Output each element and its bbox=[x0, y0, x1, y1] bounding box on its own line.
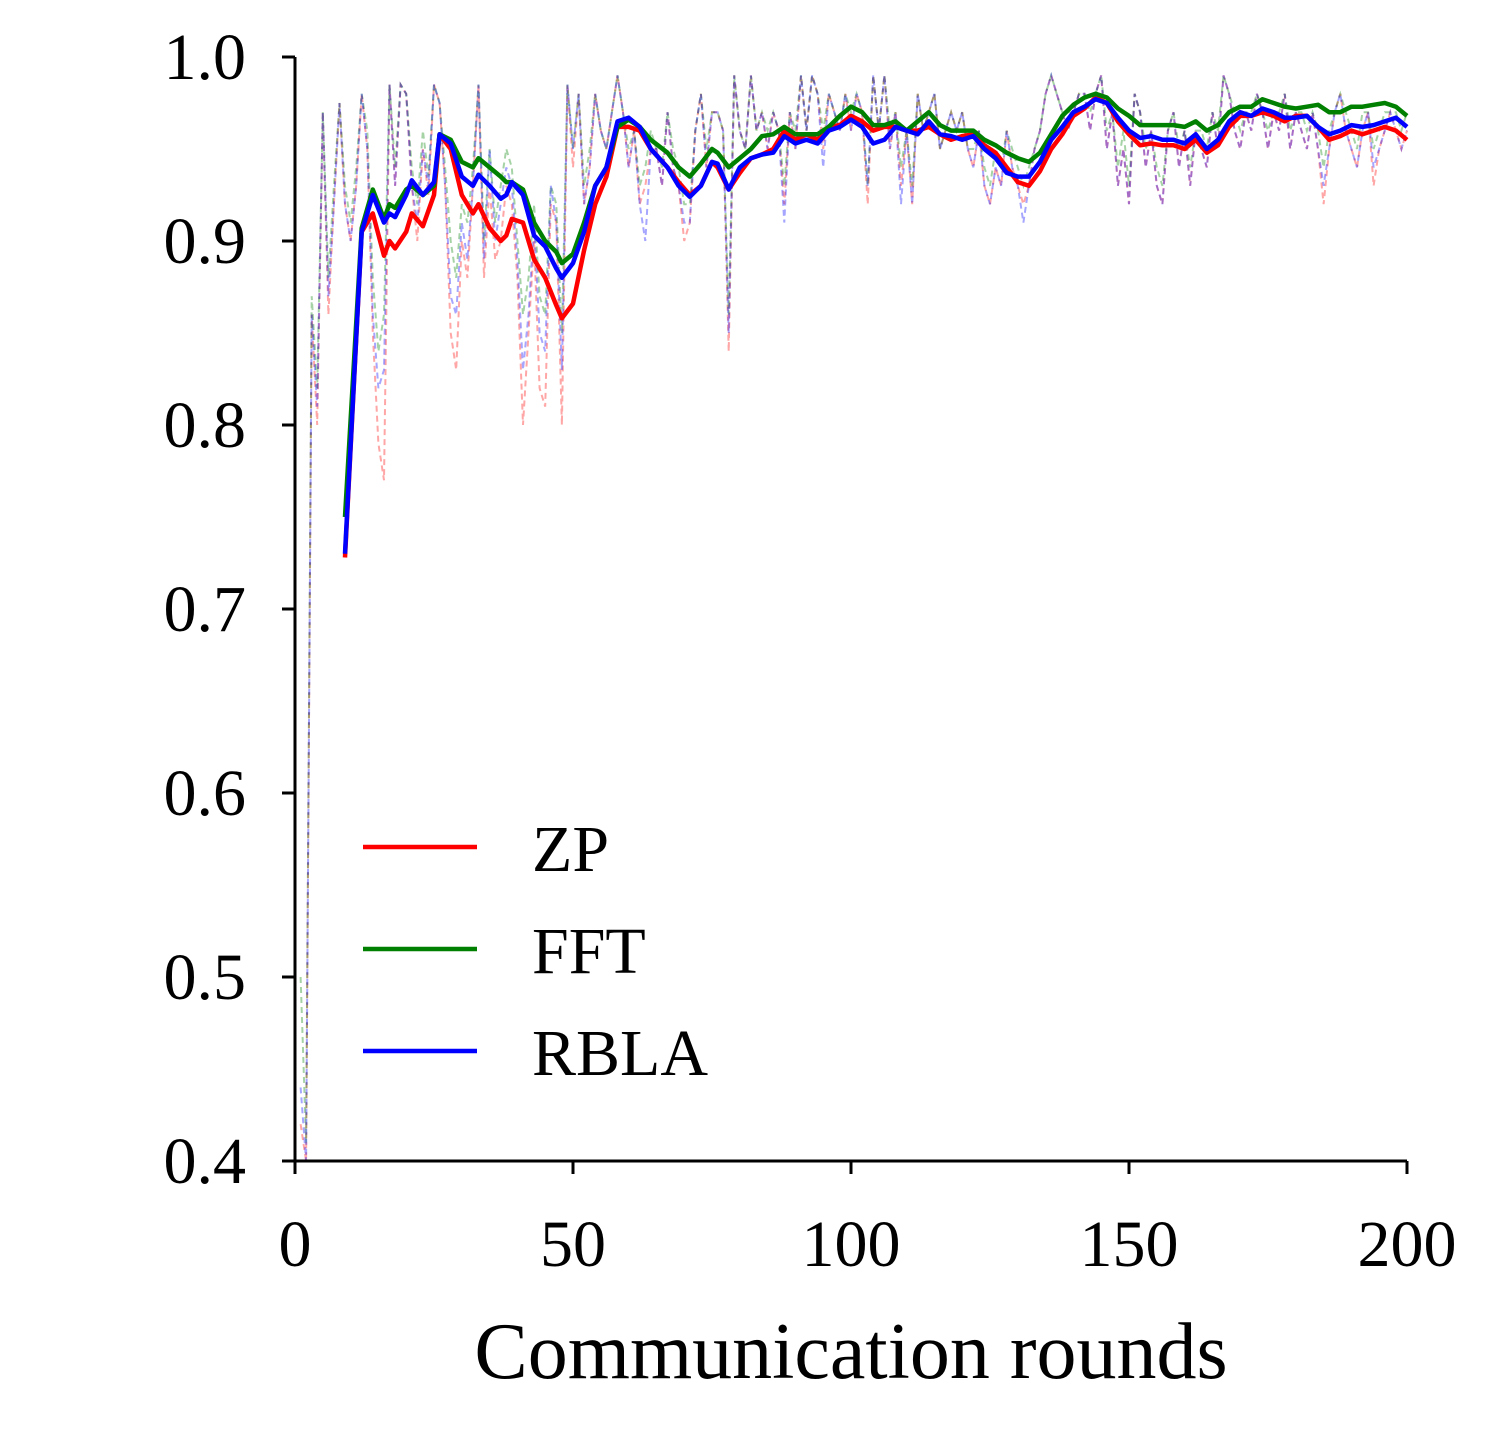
series-rbla-raw-line bbox=[299, 71, 1408, 1162]
series-zp-line bbox=[342, 95, 1409, 558]
y-ticks: 0.4 0.5 0.6 0.7 0.8 0.9 1.0 bbox=[164, 21, 295, 1198]
x-tick-label: 200 bbox=[1358, 1208, 1457, 1281]
x-ticks: 0 50 100 150 200 bbox=[279, 1161, 1457, 1281]
legend: ZP FFT RBLA bbox=[363, 813, 708, 1090]
y-tick-label: 0.9 bbox=[164, 205, 247, 278]
series-fft-raw-line bbox=[299, 71, 1408, 1143]
legend-label-rbla: RBLA bbox=[532, 1017, 708, 1090]
x-tick-label: 100 bbox=[802, 1208, 901, 1281]
series-zp-raw-line bbox=[299, 71, 1408, 1162]
x-tick-label: 0 bbox=[279, 1208, 312, 1281]
series-rbla-line bbox=[342, 97, 1409, 554]
y-tick-label: 0.7 bbox=[164, 573, 247, 646]
smoothed-lines-layer bbox=[342, 91, 1409, 558]
legend-label-zp: ZP bbox=[532, 813, 609, 886]
x-axis-label: Communication rounds bbox=[474, 1308, 1227, 1396]
legend-label-fft: FFT bbox=[532, 915, 646, 988]
y-tick-label: 1.0 bbox=[164, 21, 247, 94]
x-tick-label: 50 bbox=[540, 1208, 606, 1281]
y-tick-label: 0.4 bbox=[164, 1125, 247, 1198]
raw-lines-layer bbox=[299, 71, 1408, 1162]
series-fft-line bbox=[342, 91, 1409, 518]
y-tick-label: 0.8 bbox=[164, 389, 247, 462]
x-tick-label: 150 bbox=[1080, 1208, 1179, 1281]
y-tick-label: 0.6 bbox=[164, 757, 247, 830]
y-tick-label: 0.5 bbox=[164, 941, 247, 1014]
